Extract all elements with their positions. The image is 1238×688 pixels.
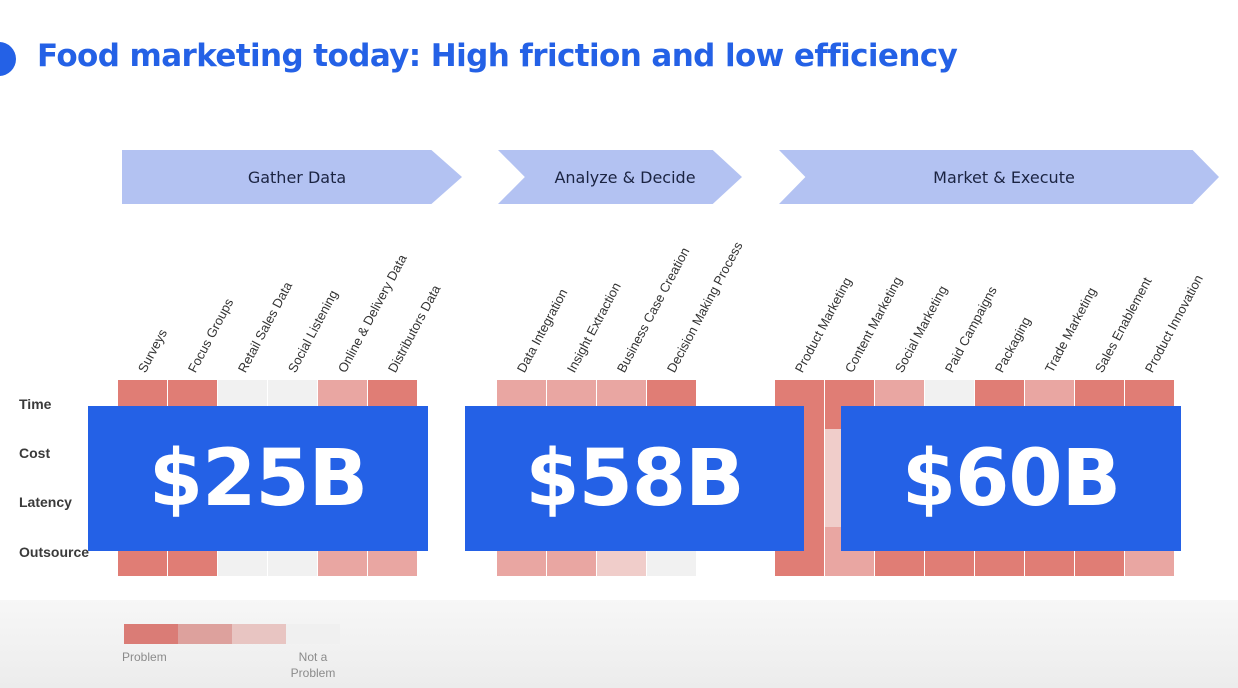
- row-label-time: Time: [19, 396, 52, 412]
- footer-area: [0, 600, 1238, 688]
- column-label: Trade Marketing: [1041, 284, 1100, 375]
- column-label: Data Integration: [513, 286, 571, 375]
- stage-label: Gather Data: [247, 167, 347, 187]
- legend-swatch: [124, 624, 178, 644]
- legend-swatch: [286, 624, 340, 644]
- column-label: Insight Extraction: [563, 279, 624, 375]
- column-label: Packaging: [991, 314, 1034, 375]
- title-marker: [0, 42, 16, 76]
- amount-box-market: $60B: [841, 406, 1181, 551]
- row-label-latency: Latency: [19, 494, 72, 510]
- column-label: Social Listening: [284, 287, 341, 375]
- legend-label-problem: Problem: [122, 650, 167, 664]
- column-label: Retail Sales Data: [234, 279, 296, 375]
- stage-market-execute: Market & Execute: [779, 150, 1219, 204]
- legend-label-line: Not a: [298, 650, 328, 664]
- row-label-cost: Cost: [19, 445, 51, 461]
- amount-value: $58B: [525, 433, 744, 524]
- legend-swatch: [178, 624, 232, 644]
- legend-label-not-a-problem: Not a Problem: [286, 649, 340, 681]
- legend-label-line: Problem: [290, 666, 336, 680]
- page-title: Food marketing today: High friction and …: [37, 38, 958, 74]
- column-label: Social Marketing: [891, 283, 951, 375]
- column-label: Surveys: [134, 326, 171, 375]
- column-label: Paid Campaigns: [941, 283, 1000, 375]
- stage-label: Market & Execute: [933, 167, 1075, 187]
- amount-value: $25B: [148, 433, 368, 524]
- column-label: Distributors Data: [384, 282, 444, 375]
- amount-value: $60B: [901, 433, 1121, 524]
- row-label-outsource: Outsource: [19, 544, 90, 560]
- stage-gather-data: Gather Data: [122, 150, 462, 204]
- amount-box-analyze: $58B: [465, 406, 804, 551]
- stage-analyze-decide: Analyze & Decide: [498, 150, 742, 204]
- amount-box-gather: $25B: [88, 406, 428, 551]
- stage-label: Analyze & Decide: [554, 167, 696, 187]
- legend-swatch: [232, 624, 286, 644]
- column-label: Focus Groups: [184, 295, 237, 375]
